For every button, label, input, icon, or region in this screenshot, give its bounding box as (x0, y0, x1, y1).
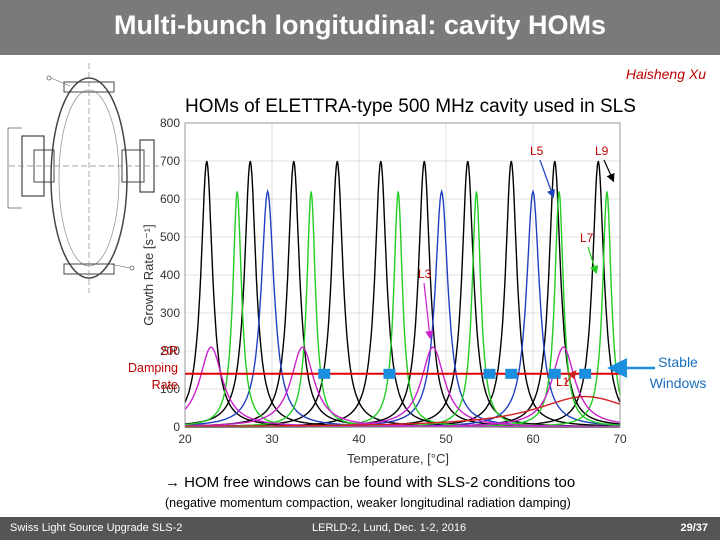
y-tick-label: 700 (160, 154, 180, 168)
x-tick-label: 70 (613, 432, 627, 446)
title-bar (0, 0, 720, 55)
chart-title: HOMs of ELETTRA-type 500 MHz cavity used… (185, 96, 636, 117)
arrow-l5 (539, 159, 555, 199)
y-tick-label: 100 (160, 382, 180, 396)
y-axis-label: Growth Rate [s⁻¹] (141, 224, 156, 326)
arrow-l1 (564, 370, 577, 385)
y-tick-label: 800 (160, 116, 180, 130)
x-tick-label: 60 (526, 432, 540, 446)
x-tick-label: 20 (178, 432, 192, 446)
stable-window-marker-4 (505, 368, 518, 379)
arrow-l7 (587, 246, 599, 275)
series-l1-peak-1 (185, 395, 621, 427)
stable-window-marker-6 (579, 368, 592, 379)
note-line-1: → HOM free windows can be found with SLS… (165, 474, 576, 491)
stable-window-marker-2 (383, 368, 396, 379)
y-tick-label: 200 (160, 344, 180, 358)
sr-damping-label: SR Damping Rate (127, 344, 178, 392)
label-l3: L3 (418, 267, 432, 281)
note-line-2: (negative momentum compaction, weaker lo… (165, 496, 571, 510)
author-name: Haisheng Xu (625, 66, 706, 82)
x-tick-label: 50 (439, 432, 453, 446)
series-l7-peak-1 (184, 191, 620, 428)
y-tick-label: 400 (160, 268, 180, 282)
x-tick-label: 30 (265, 432, 279, 446)
plot-frame (184, 122, 621, 428)
label-l1: L1 (556, 375, 570, 389)
stable-window-marker-1 (318, 368, 331, 379)
y-tick-label: 500 (160, 230, 180, 244)
footer-bar: Swiss Light Source Upgrade SLS-2 LERLD-2… (0, 517, 720, 540)
stable-window-marker-5 (548, 368, 561, 379)
y-tick-label: 600 (160, 192, 180, 206)
page-number: 29/37 (680, 522, 708, 534)
x-tick-label: 40 (352, 432, 366, 446)
x-axis-label: Temperature, [°C] (347, 451, 449, 466)
label-l7: L7 (580, 231, 594, 245)
cavity-drawing (7, 63, 164, 293)
footer-left: Swiss Light Source Upgrade SLS-2 (10, 522, 183, 534)
arrow-l3 (423, 282, 434, 340)
footer-center: LERLD-2, Lund, Dec. 1-2, 2016 (312, 522, 467, 534)
slide-title: Multi-bunch longitudinal: cavity HOMs (114, 10, 606, 40)
stable-window-marker-3 (483, 368, 496, 379)
stable-windows-label: Stable Windows (649, 354, 707, 391)
y-tick-label: 300 (160, 306, 180, 320)
label-l5: L5 (530, 144, 544, 158)
y-tick-label: 0 (173, 420, 180, 434)
label-l9: L9 (595, 144, 609, 158)
arrow-l9 (603, 159, 615, 183)
